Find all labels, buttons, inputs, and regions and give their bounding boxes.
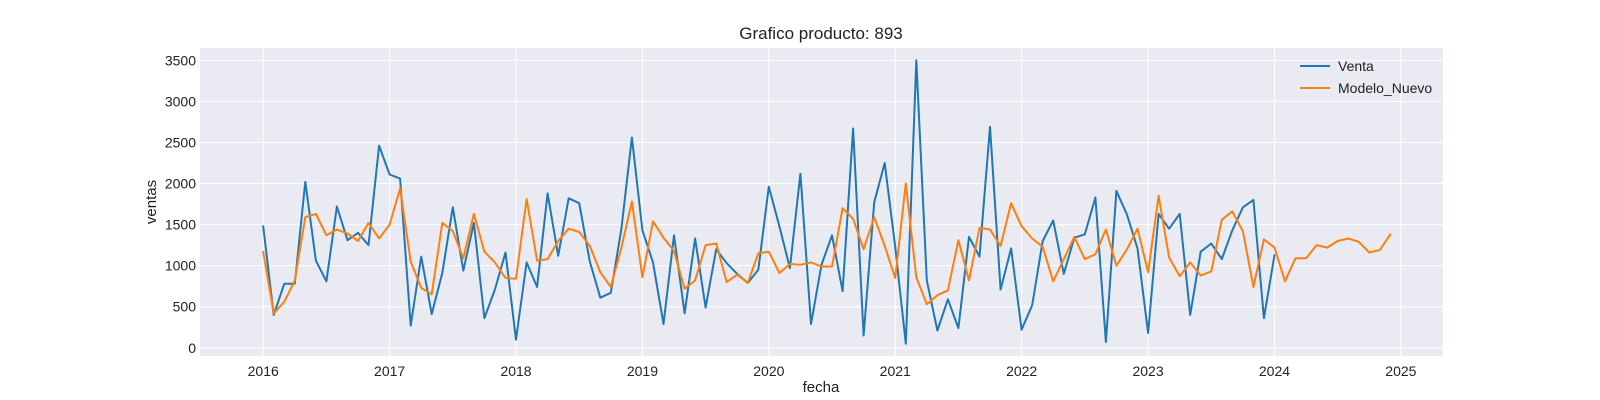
y-tick-label: 1500 <box>165 217 196 233</box>
y-tick-label: 3500 <box>165 52 196 68</box>
x-tick-label: 2025 <box>1385 363 1416 379</box>
x-tick-label: 2020 <box>753 363 784 379</box>
x-tick-label: 2019 <box>627 363 658 379</box>
x-tick-label: 2018 <box>500 363 531 379</box>
series-line-venta <box>262 59 1276 345</box>
x-tick-label: 2017 <box>374 363 405 379</box>
series-layer <box>262 59 1392 345</box>
y-tick-label: 3000 <box>165 93 196 109</box>
x-tick-label: 2024 <box>1259 363 1290 379</box>
y-tick-label: 2000 <box>165 176 196 192</box>
chart-title: Grafico producto: 893 <box>739 24 902 43</box>
x-tick-label: 2022 <box>1006 363 1037 379</box>
x-axis-label: fecha <box>803 379 840 396</box>
legend-label-venta: Venta <box>1338 58 1374 74</box>
x-axis-ticks: 2016 2017 2018 2019 2020 2021 2022 2023 2024 2025 <box>248 363 1417 379</box>
y-tick-label: 1000 <box>165 258 196 274</box>
y-tick-label: 500 <box>173 299 197 315</box>
y-tick-label: 0 <box>188 340 196 356</box>
x-tick-label: 2023 <box>1132 363 1163 379</box>
x-tick-label: 2021 <box>880 363 911 379</box>
legend: Venta Modelo_Nuevo <box>1300 58 1432 96</box>
legend-label-modelo-nuevo: Modelo_Nuevo <box>1338 80 1432 96</box>
y-axis-label: ventas <box>143 180 160 224</box>
plot-background <box>200 48 1443 356</box>
series-line-modelo-nuevo <box>262 182 1392 315</box>
y-tick-label: 2500 <box>165 134 196 150</box>
y-axis-ticks: 0 500 1000 1500 2000 2500 3000 3500 <box>165 52 196 355</box>
x-tick-label: 2016 <box>248 363 279 379</box>
